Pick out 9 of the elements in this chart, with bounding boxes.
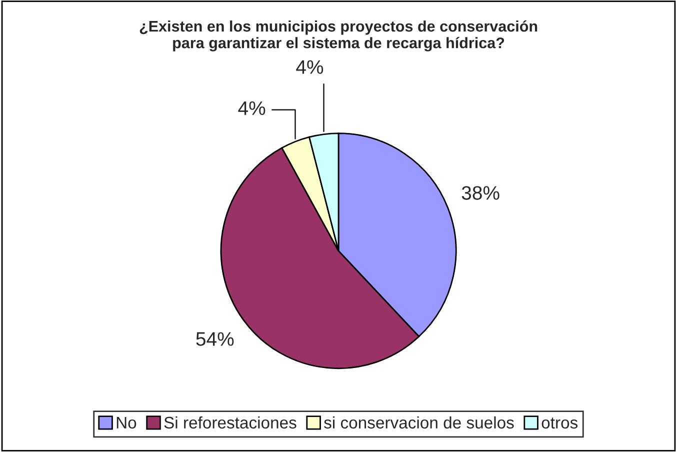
data-label: 38% (462, 186, 500, 200)
data-label: 4% (238, 101, 266, 115)
chart-title: ¿Existen en los municipios proyectos de conservación para garantizar el sistema de recarga hídrica? (140, 20, 538, 52)
data-label: 54% (196, 332, 234, 346)
legend-label: otros (542, 418, 578, 429)
data-label: 4% (296, 60, 324, 74)
legend-label: Si reforestaciones (164, 416, 296, 429)
legend-label: si conservacion de suelos (324, 416, 514, 429)
legend-label: No (116, 416, 136, 429)
